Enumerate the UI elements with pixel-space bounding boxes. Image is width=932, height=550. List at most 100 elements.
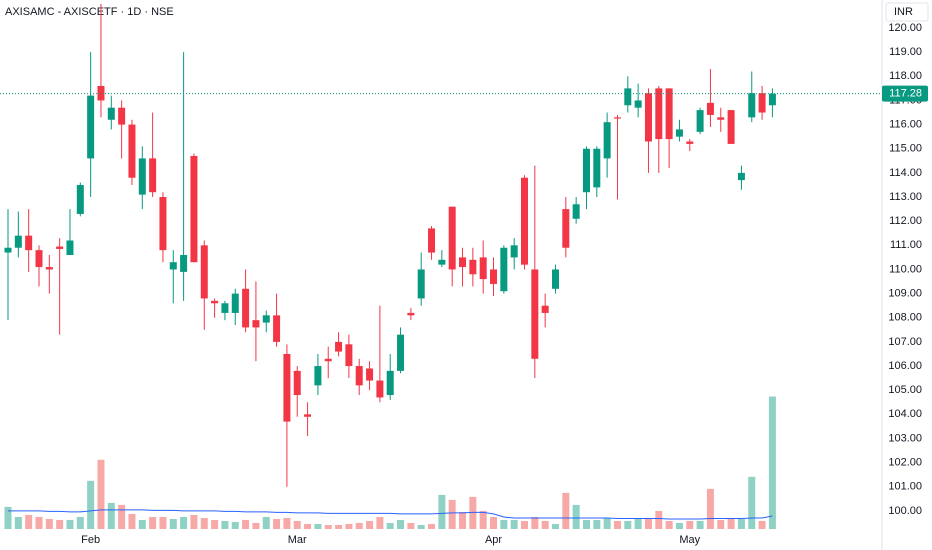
currency[interactable]: INR — [894, 6, 913, 18]
y-tick-label: 115.00 — [889, 143, 922, 155]
volume-bar — [582, 519, 590, 529]
volume-bar — [655, 510, 663, 529]
candle-body — [97, 85, 105, 101]
volume-bar — [107, 502, 115, 529]
volume-bar — [665, 520, 673, 529]
volume-bar — [748, 476, 756, 529]
candle-body — [335, 341, 343, 352]
y-tick-label: 110.00 — [889, 263, 922, 275]
volume-bar — [521, 520, 528, 529]
volume-bar — [4, 506, 12, 529]
candle-body — [231, 293, 239, 313]
candle-body — [686, 141, 694, 144]
candle-body — [727, 110, 735, 144]
volume-bar — [696, 520, 704, 529]
volume-bar — [335, 524, 343, 529]
volume-bar — [706, 488, 714, 529]
candle-body — [490, 269, 498, 284]
candle-body — [551, 269, 559, 289]
volume-bar — [644, 517, 652, 529]
volume-bar — [562, 492, 570, 529]
volume-bar — [541, 520, 549, 529]
volume-bar — [376, 516, 384, 529]
y-tick-label: 100.00 — [888, 505, 922, 517]
candle-body — [76, 184, 84, 214]
volume-bar — [25, 514, 33, 529]
candle-body — [283, 353, 291, 422]
candle-body — [572, 204, 580, 219]
volume-bar — [200, 517, 208, 529]
candle-body — [345, 344, 353, 367]
candle-body — [242, 288, 250, 328]
candle-body — [655, 88, 663, 140]
volume-bar — [717, 519, 725, 529]
y-tick-label: 106.00 — [888, 360, 922, 372]
candle-body — [128, 124, 136, 178]
volume-bar — [211, 519, 219, 529]
candle-body — [407, 312, 415, 316]
volume-bar — [490, 516, 498, 529]
y-tick-label: 113.00 — [889, 191, 922, 203]
candle-body — [479, 257, 487, 280]
y-tick-label: 102.00 — [888, 457, 922, 469]
candle-body — [293, 370, 301, 396]
candle-body — [428, 228, 436, 253]
volume-bar — [273, 518, 281, 529]
volume-bar — [551, 523, 559, 529]
candle-body — [159, 197, 167, 251]
volume-bar — [758, 520, 766, 529]
volume-bar — [169, 518, 177, 529]
x-tick-label: Feb — [81, 534, 100, 546]
candle-body — [180, 254, 188, 272]
candle-body — [190, 155, 198, 263]
candle-body — [521, 177, 528, 265]
currency-box[interactable] — [885, 2, 929, 22]
volume-bar — [469, 496, 477, 529]
volume-bar — [479, 510, 487, 529]
candle-body — [613, 117, 621, 119]
candle-body — [510, 245, 518, 258]
candle-body — [169, 262, 177, 270]
volume-bar — [45, 518, 53, 529]
candle-body — [675, 129, 683, 137]
candle-body — [262, 315, 270, 323]
candle-body — [603, 122, 611, 159]
candle-body — [644, 93, 652, 142]
y-tick-label: 112.00 — [889, 215, 922, 227]
candle-body — [149, 158, 157, 193]
volume-bar — [314, 523, 322, 529]
candle-body — [438, 259, 446, 265]
candle-body — [314, 366, 322, 386]
candle-body — [366, 368, 374, 381]
candle-body — [531, 269, 539, 359]
volume-bar — [35, 516, 43, 529]
candle-body — [138, 158, 146, 195]
volume-bar — [252, 522, 260, 529]
volume-bar — [686, 520, 694, 529]
candle-body — [4, 247, 12, 253]
volume-bar — [14, 516, 22, 529]
volume-bar — [56, 519, 64, 529]
volume-bar — [500, 519, 508, 529]
volume-ma-line — [8, 509, 773, 520]
candle-body — [541, 305, 549, 313]
x-tick-label: Mar — [288, 534, 307, 546]
chart-title: AXISAMC - AXISCETF · 1D · NSE — [5, 6, 174, 18]
volume-bar — [87, 480, 95, 529]
candle-body — [14, 235, 22, 248]
volume-bar — [438, 494, 446, 529]
volume-bar — [768, 396, 776, 529]
y-tick-label: 119.00 — [889, 46, 922, 58]
volume-bar — [355, 522, 363, 529]
volume-bar — [531, 516, 539, 529]
volume-bar — [448, 499, 456, 529]
volume-bar — [737, 518, 745, 529]
volume-bar — [262, 516, 270, 529]
candle-body — [252, 320, 260, 328]
y-tick-label: 108.00 — [888, 312, 922, 324]
volume-bar — [572, 504, 580, 529]
candle-body — [386, 370, 394, 396]
candle-body — [459, 257, 467, 268]
volume-bar — [231, 521, 239, 529]
candle-body — [582, 148, 590, 193]
